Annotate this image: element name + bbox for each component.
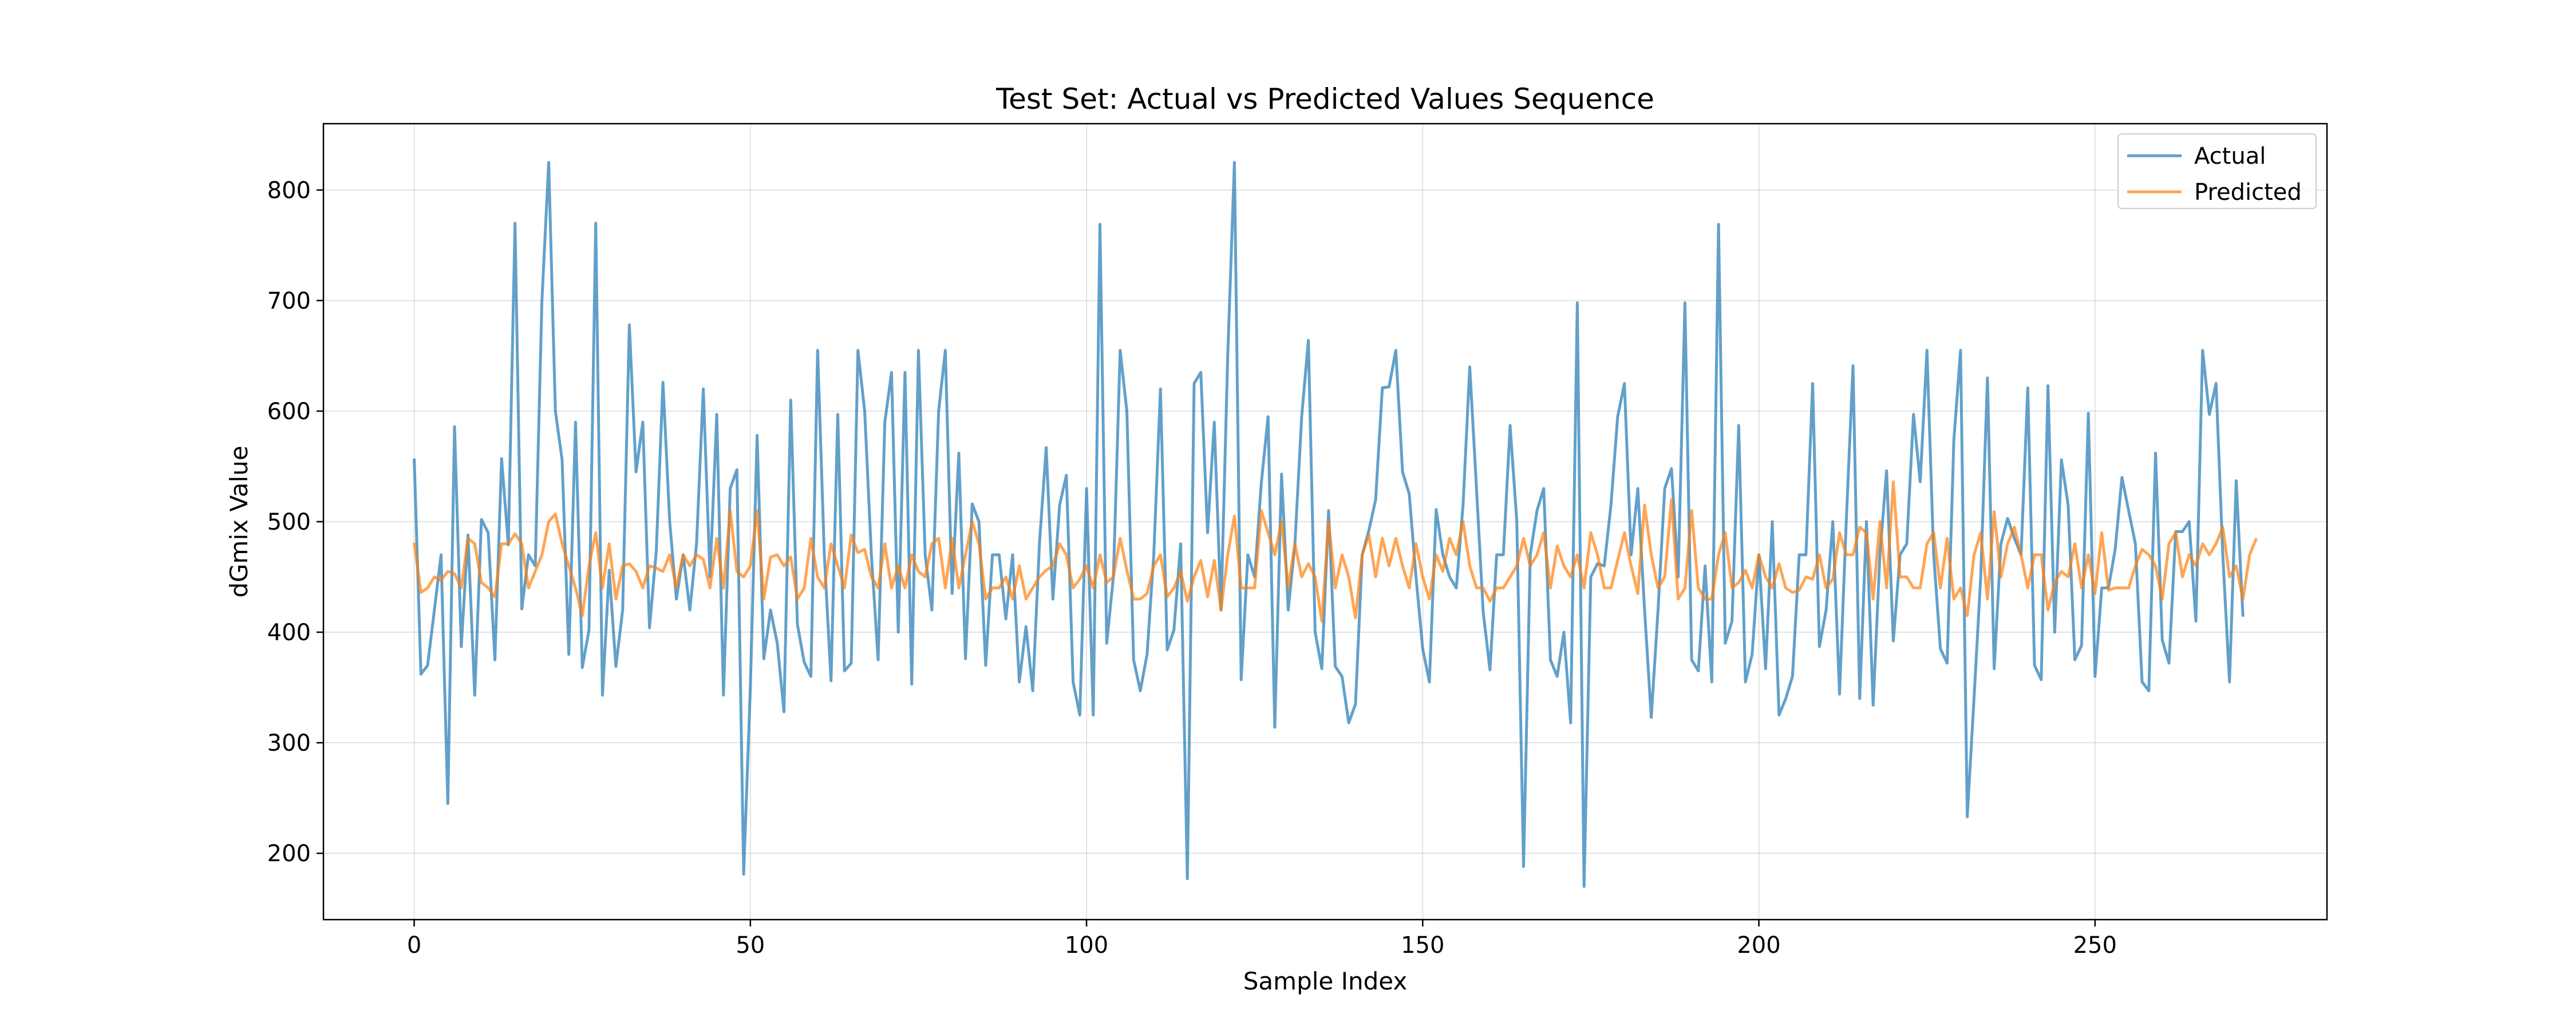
y-tick-label: 400 xyxy=(267,620,311,646)
x-tick-label: 200 xyxy=(1737,932,1780,959)
x-axis-label: Sample Index xyxy=(1243,967,1407,995)
y-tick-label: 600 xyxy=(267,399,311,425)
y-tick-label: 300 xyxy=(267,730,311,756)
x-tick-label: 100 xyxy=(1065,932,1108,959)
legend-label-actual: Actual xyxy=(2194,143,2266,169)
legend-label-predicted: Predicted xyxy=(2194,179,2302,206)
y-tick-label: 200 xyxy=(267,841,311,867)
legend: Actual Predicted xyxy=(2117,133,2317,209)
x-tick-label: 0 xyxy=(407,932,421,959)
series-line-predicted xyxy=(413,480,2258,623)
x-tick-label: 150 xyxy=(1401,932,1444,959)
y-axis-label: dGmix Value xyxy=(225,445,253,597)
x-tick-label: 50 xyxy=(736,932,765,959)
series-line-actual xyxy=(413,161,2245,888)
x-tick-label: 250 xyxy=(2073,932,2117,959)
y-tick-label: 500 xyxy=(267,509,311,535)
y-tick-label: 800 xyxy=(267,178,311,204)
legend-box xyxy=(2117,133,2317,209)
chart-title: Test Set: Actual vs Predicted Values Seq… xyxy=(995,82,1654,116)
y-tick-label: 700 xyxy=(267,288,311,314)
